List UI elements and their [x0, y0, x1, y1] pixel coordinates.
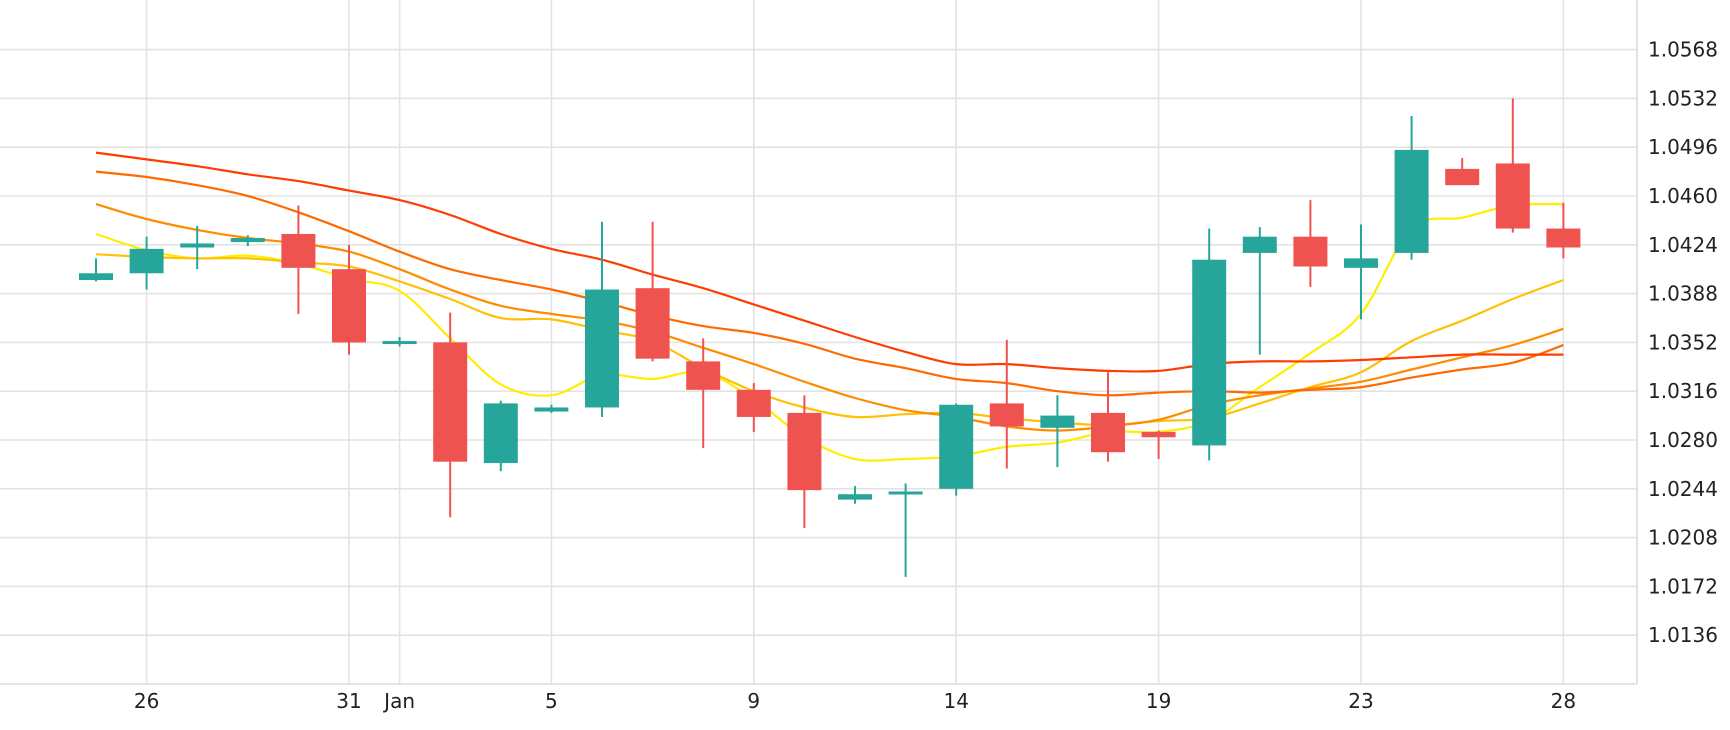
y-tick-label: 1.0280 — [1648, 428, 1718, 452]
candle-body — [787, 412, 822, 491]
candle-body — [534, 407, 569, 412]
candle[interactable] — [635, 221, 670, 362]
candle-body — [1192, 259, 1227, 446]
y-axis-labels: 1.0136 1.0172 1.0208 1.0244 1.0280 1.0316 1.03… — [1648, 38, 1718, 648]
candle-body — [1242, 236, 1277, 253]
candle-body — [1445, 168, 1480, 186]
y-tick-label: 1.0172 — [1648, 574, 1718, 598]
candle[interactable] — [1242, 227, 1277, 355]
candle[interactable] — [129, 236, 164, 290]
y-tick-label: 1.0568 — [1648, 38, 1718, 62]
candle[interactable] — [1394, 116, 1429, 260]
candle-body — [230, 238, 265, 243]
y-tick-label: 1.0388 — [1648, 282, 1718, 306]
y-tick-label: 1.0532 — [1648, 86, 1718, 110]
x-tick-label: Jan — [382, 689, 415, 713]
horizontal-grid — [0, 48, 1637, 637]
moving-average-line — [95, 151, 1564, 373]
candles — [79, 98, 1581, 577]
y-tick-label: 1.0352 — [1648, 330, 1718, 354]
candle[interactable] — [180, 225, 215, 270]
y-tick-label: 1.0316 — [1648, 379, 1718, 403]
y-tick-label: 1.0424 — [1648, 233, 1718, 257]
candle-body — [989, 403, 1024, 427]
candle-body — [281, 233, 316, 268]
candle[interactable] — [332, 244, 366, 355]
candle[interactable] — [1344, 224, 1378, 320]
candle[interactable] — [1293, 200, 1328, 287]
candle-body — [382, 341, 417, 345]
candle-body — [129, 248, 164, 274]
x-tick-label: 31 — [336, 689, 361, 713]
candle[interactable] — [534, 404, 569, 413]
x-axis-labels: 26 31 Jan 5 9 14 19 23 28 — [134, 689, 1576, 713]
candle-body — [888, 491, 923, 495]
y-tick-label: 1.0244 — [1648, 477, 1718, 501]
candle-body — [635, 288, 670, 359]
candle[interactable] — [1445, 158, 1480, 186]
candle-body — [838, 494, 872, 500]
candle-body — [1394, 149, 1429, 253]
candle-body — [1293, 236, 1328, 267]
candle[interactable] — [483, 400, 518, 472]
candle[interactable] — [433, 312, 468, 518]
candle[interactable] — [1192, 228, 1227, 461]
candle-body — [585, 289, 619, 408]
axes — [0, 0, 1638, 685]
x-tick-label: 28 — [1551, 689, 1576, 713]
candle[interactable] — [1141, 430, 1176, 459]
candle-body — [79, 273, 113, 281]
candle-body — [1344, 258, 1378, 268]
candle-body — [1091, 412, 1125, 453]
x-tick-label: 14 — [943, 689, 968, 713]
candle-body — [1040, 415, 1075, 428]
candle[interactable] — [838, 486, 872, 504]
y-tick-label: 1.0208 — [1648, 526, 1718, 550]
moving-average-line — [95, 170, 1564, 397]
candle[interactable] — [382, 336, 417, 347]
moving-average-line — [95, 253, 1564, 427]
candle[interactable] — [686, 338, 721, 449]
moving-average-line — [95, 202, 1564, 462]
candle-body — [433, 342, 468, 462]
x-tick-label: 19 — [1146, 689, 1171, 713]
candle-body — [332, 269, 366, 343]
y-tick-label: 1.0496 — [1648, 135, 1718, 159]
candle-body — [1141, 431, 1176, 438]
x-tick-label: 26 — [134, 689, 159, 713]
candle[interactable] — [939, 403, 974, 496]
candle[interactable] — [1495, 98, 1530, 233]
candle[interactable] — [888, 483, 923, 577]
candle[interactable] — [1546, 202, 1581, 259]
candle-body — [736, 389, 771, 417]
candle-body — [1495, 163, 1530, 229]
x-tick-label: 23 — [1348, 689, 1373, 713]
candle[interactable] — [585, 221, 619, 417]
x-tick-label: 9 — [747, 689, 760, 713]
candle-body — [180, 243, 215, 248]
candle[interactable] — [1040, 395, 1075, 468]
moving-average-lines — [95, 151, 1564, 462]
moving-average-line — [95, 203, 1564, 432]
candle[interactable] — [281, 205, 316, 314]
candle[interactable] — [79, 258, 113, 282]
candle-body — [483, 403, 518, 464]
y-tick-label: 1.0136 — [1648, 623, 1718, 647]
candle[interactable] — [736, 383, 771, 432]
candle[interactable] — [230, 235, 265, 247]
candle[interactable] — [787, 395, 822, 529]
candle-body — [686, 361, 721, 390]
candle[interactable] — [989, 339, 1024, 469]
candle[interactable] — [1091, 372, 1125, 462]
candle-body — [1546, 228, 1581, 248]
x-tick-label: 5 — [545, 689, 558, 713]
y-tick-label: 1.0460 — [1648, 184, 1718, 208]
candle-body — [939, 404, 974, 489]
